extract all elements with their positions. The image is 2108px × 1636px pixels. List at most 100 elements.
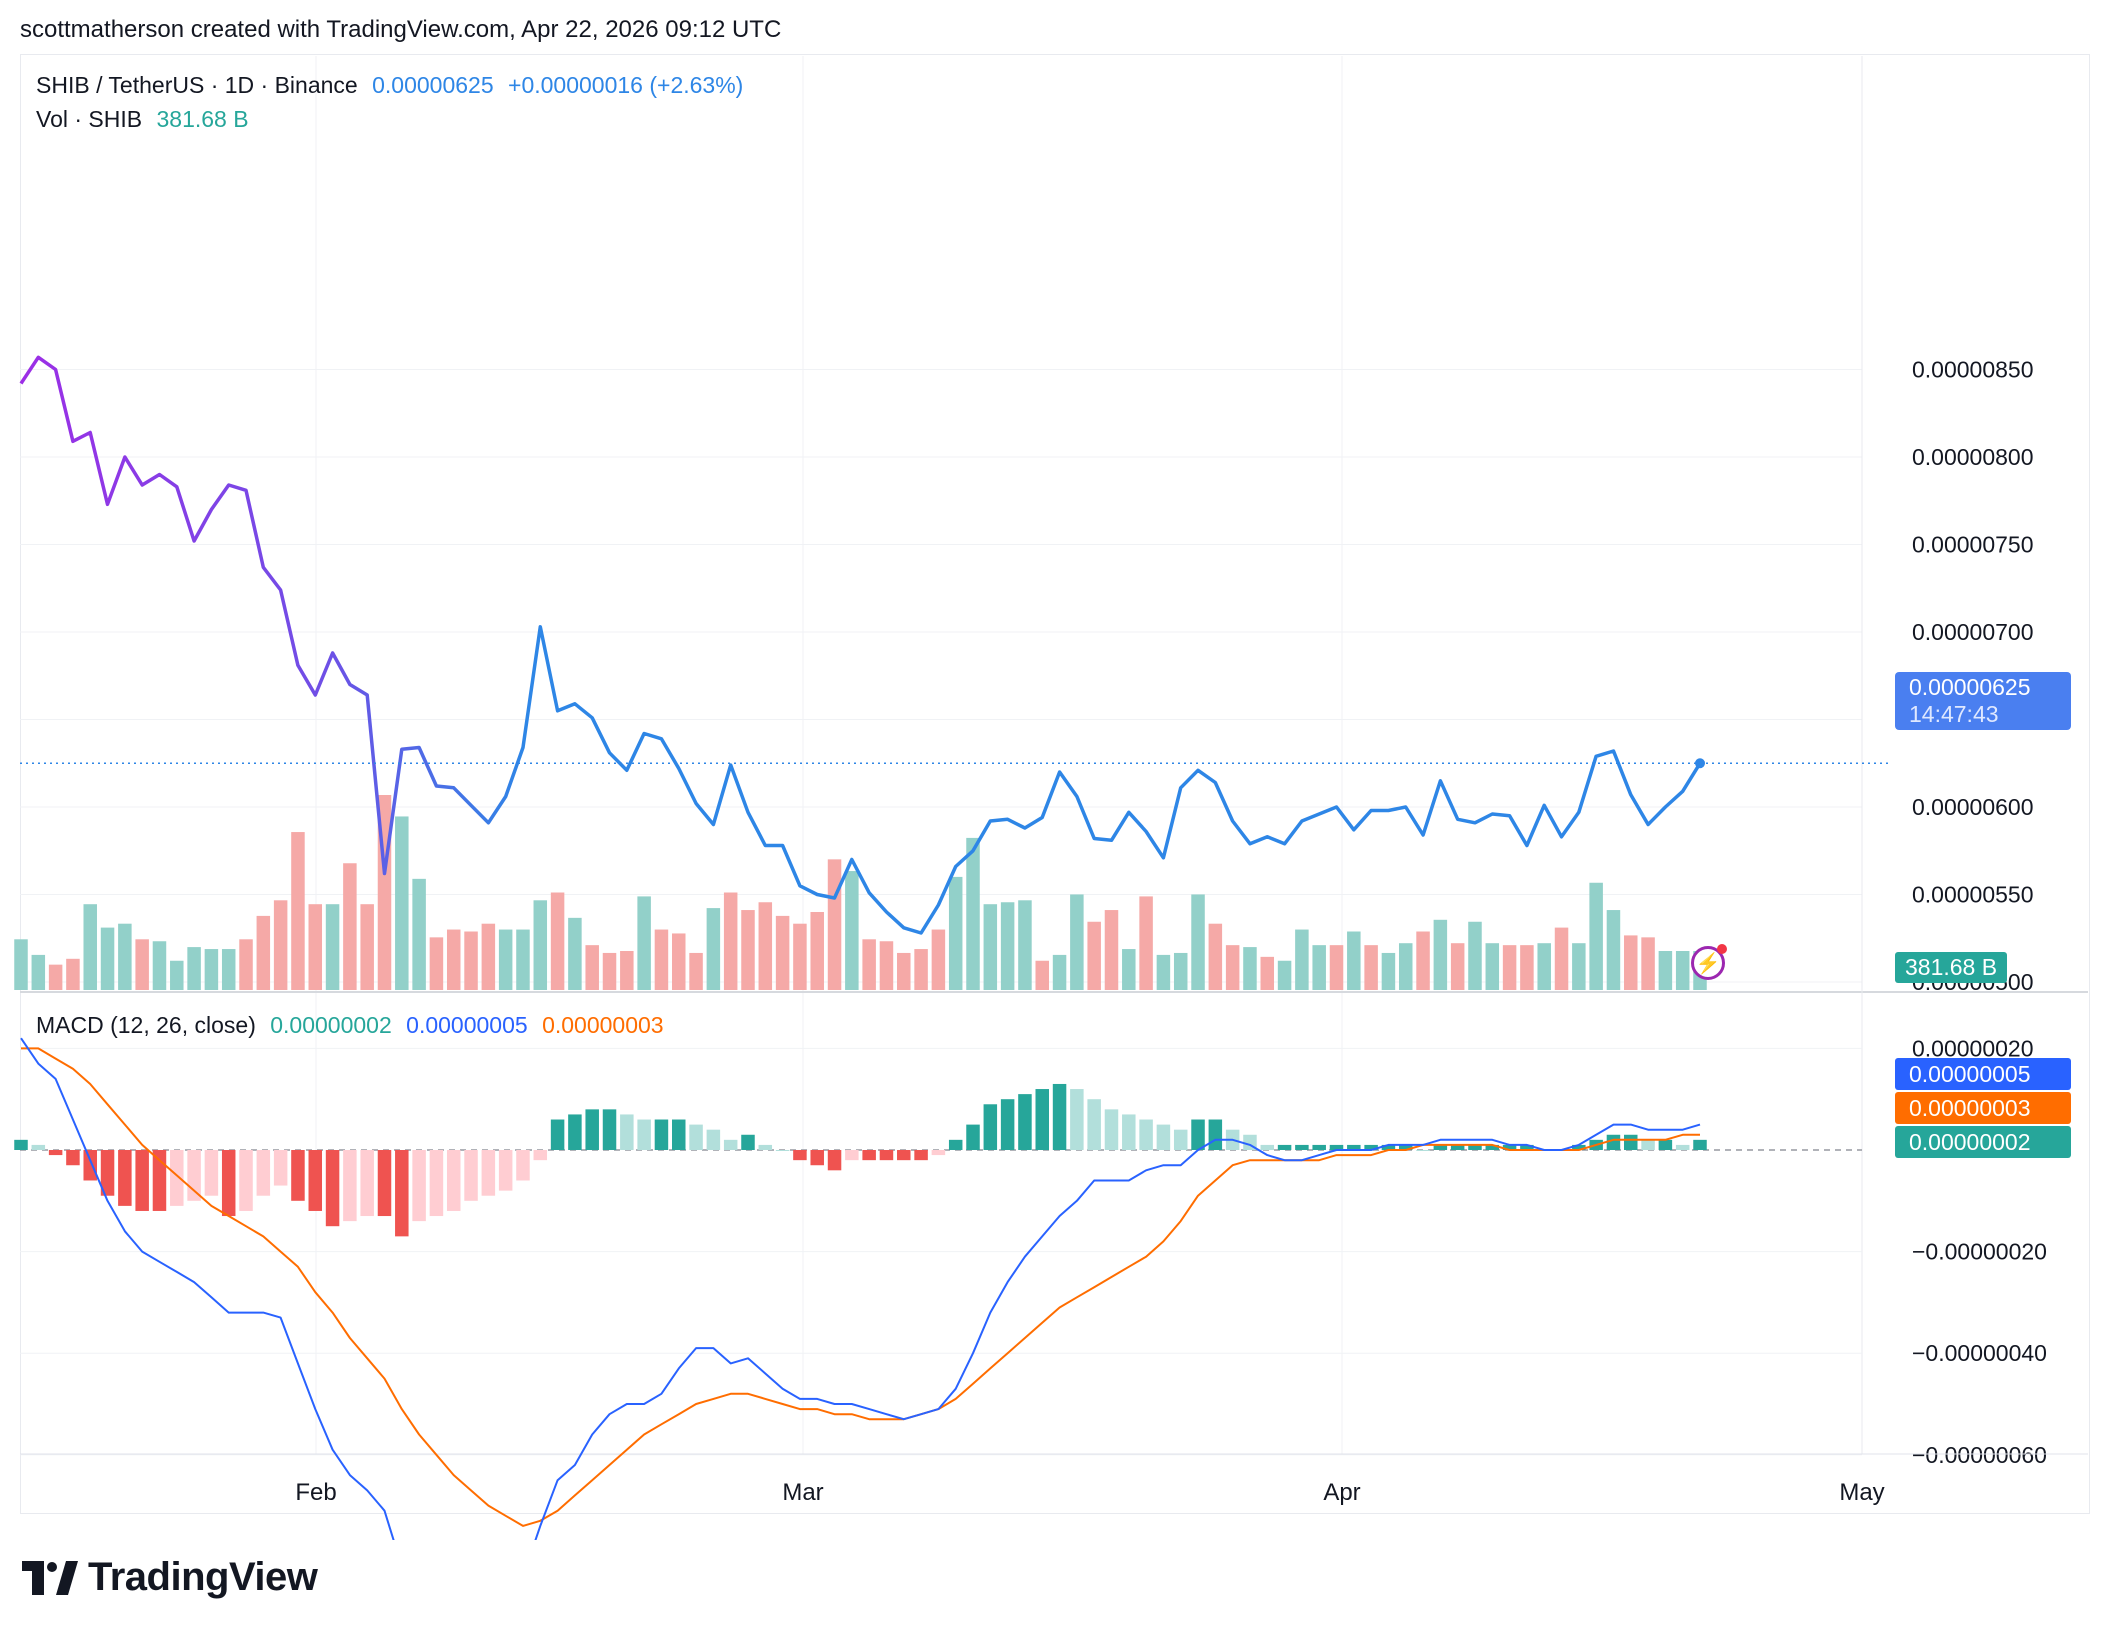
price-axis-label: 0.00000550 bbox=[1912, 882, 2034, 908]
macd-histogram-bar bbox=[1104, 1109, 1119, 1150]
price-legend: SHIB / TetherUS · 1D · Binance 0.0000062… bbox=[36, 72, 751, 99]
macd-histogram-bar bbox=[498, 1150, 513, 1191]
macd-histogram-bar bbox=[1122, 1114, 1136, 1150]
symbol-label[interactable]: SHIB / TetherUS · 1D · Binance bbox=[36, 72, 358, 98]
macd-histogram-bar bbox=[1641, 1139, 1655, 1150]
volume-bar bbox=[1173, 952, 1188, 990]
macd-histogram-bar bbox=[1173, 1129, 1188, 1150]
volume-legend: Vol · SHIB 381.68 B bbox=[36, 106, 257, 133]
price-line bbox=[19, 355, 1702, 935]
volume-bar bbox=[395, 816, 409, 990]
macd-histogram-bar bbox=[862, 1150, 876, 1161]
volume-value: 381.68 B bbox=[156, 106, 249, 132]
macd-histogram-bar bbox=[377, 1150, 392, 1217]
volume-bar bbox=[66, 958, 80, 990]
macd-histogram-bar bbox=[446, 1150, 461, 1211]
chart-attribution: scottmatherson created with TradingView.… bbox=[20, 16, 782, 43]
volume-bar bbox=[931, 929, 946, 990]
macd-axis-label: −0.00000040 bbox=[1912, 1340, 2047, 1366]
volume-bar bbox=[897, 952, 911, 990]
macd-histogram-bar bbox=[568, 1114, 582, 1150]
macd-histogram-bar bbox=[585, 1109, 599, 1150]
volume-bar bbox=[741, 910, 755, 990]
macd-histogram-bar bbox=[1295, 1144, 1309, 1150]
macd-histogram-bar bbox=[66, 1150, 80, 1166]
volume-bar bbox=[152, 941, 167, 990]
volume-bar bbox=[118, 923, 132, 990]
volume-bar bbox=[1295, 929, 1309, 990]
volume-label[interactable]: Vol · SHIB bbox=[36, 106, 143, 132]
volume-bar bbox=[100, 927, 115, 990]
tradingview-logo[interactable]: TradingView bbox=[22, 1555, 318, 1600]
volume-bar bbox=[31, 954, 46, 990]
volume-bar bbox=[966, 837, 980, 990]
macd-histogram-bar bbox=[1000, 1099, 1015, 1150]
macd-histogram-bar bbox=[845, 1150, 859, 1161]
macd-histogram-bar bbox=[948, 1139, 963, 1150]
volume-bar bbox=[187, 947, 201, 990]
macd-histogram-bar bbox=[1329, 1144, 1344, 1150]
macd-histogram-bar bbox=[1606, 1134, 1621, 1150]
volume-bar bbox=[343, 863, 357, 990]
volume-bar bbox=[948, 876, 963, 990]
volume-bar bbox=[1191, 894, 1205, 990]
notification-dot-icon bbox=[1717, 944, 1727, 954]
macd-label[interactable]: MACD (12, 26, close) bbox=[36, 1012, 256, 1038]
macd-histogram-bar bbox=[1416, 1150, 1430, 1151]
volume-bar bbox=[689, 952, 703, 990]
volume-bar bbox=[1018, 900, 1032, 990]
macd-histogram-bar bbox=[1260, 1144, 1275, 1150]
macd-axis-label: −0.00000020 bbox=[1912, 1239, 2047, 1265]
volume-bar bbox=[1502, 945, 1517, 990]
macd-histogram-bar bbox=[1018, 1094, 1032, 1150]
time-axis-label: Apr bbox=[1323, 1479, 1360, 1506]
volume-tag: 381.68 B bbox=[1895, 952, 2007, 983]
macd-histogram-bar bbox=[152, 1150, 167, 1211]
chart-canvas[interactable]: 0.00000850 0.00000800 0.00000750 0.00000700… bbox=[0, 0, 2108, 1540]
macd-histogram-bar bbox=[602, 1109, 617, 1150]
macd-histogram-bar bbox=[118, 1150, 132, 1206]
macd-histogram-bar bbox=[429, 1150, 444, 1217]
volume-bar bbox=[273, 900, 288, 990]
macd-histogram-bar bbox=[273, 1150, 288, 1186]
macd-histogram-bar bbox=[1433, 1144, 1448, 1150]
volume-bar bbox=[1277, 960, 1292, 990]
macd-histogram-bar bbox=[758, 1144, 773, 1150]
macd-histogram-bar bbox=[48, 1150, 63, 1156]
macd-histogram-bar bbox=[672, 1119, 686, 1150]
macd-histogram-bar bbox=[914, 1150, 928, 1161]
macd-histogram-bar bbox=[879, 1150, 894, 1161]
volume-bar bbox=[793, 923, 807, 990]
macd-histogram-bar bbox=[1468, 1144, 1482, 1150]
macd-histogram-bar bbox=[1087, 1099, 1101, 1150]
macd-histogram-bar bbox=[810, 1150, 824, 1166]
macd-histogram-bar bbox=[983, 1104, 998, 1150]
volume-bar bbox=[1468, 921, 1482, 990]
volume-bar bbox=[1122, 949, 1136, 990]
volume-bar bbox=[1156, 954, 1171, 990]
price-axis-label: 0.00000750 bbox=[1912, 532, 2034, 558]
volume-bar bbox=[1572, 943, 1586, 990]
macd-histogram-bar bbox=[723, 1139, 738, 1150]
macd-histogram-bar bbox=[1485, 1144, 1500, 1150]
macd-histogram-bar bbox=[31, 1144, 46, 1150]
volume-bar bbox=[135, 939, 149, 990]
macd-histogram-bar bbox=[897, 1150, 911, 1161]
macd-histogram-bar bbox=[775, 1150, 790, 1151]
macd-histogram-bar bbox=[170, 1150, 184, 1206]
volume-bar bbox=[585, 945, 599, 990]
macd-histogram-bar bbox=[1572, 1144, 1586, 1150]
volume-bar bbox=[1260, 956, 1275, 990]
macd-histogram-bar bbox=[741, 1134, 755, 1150]
volume-bar bbox=[654, 929, 669, 990]
macd-histogram-bar bbox=[1675, 1144, 1690, 1150]
macd-histogram-bar bbox=[1381, 1144, 1396, 1150]
volume-bar bbox=[862, 939, 876, 990]
volume-bar bbox=[1537, 943, 1551, 990]
last-price-marker bbox=[1695, 758, 1705, 769]
macd-histogram-bar bbox=[1364, 1144, 1378, 1150]
volume-bar bbox=[1087, 921, 1101, 990]
volume-bar bbox=[1312, 945, 1326, 990]
price-axis-label: 0.00000600 bbox=[1912, 794, 2034, 820]
macd-histogram-bar bbox=[1693, 1139, 1707, 1150]
